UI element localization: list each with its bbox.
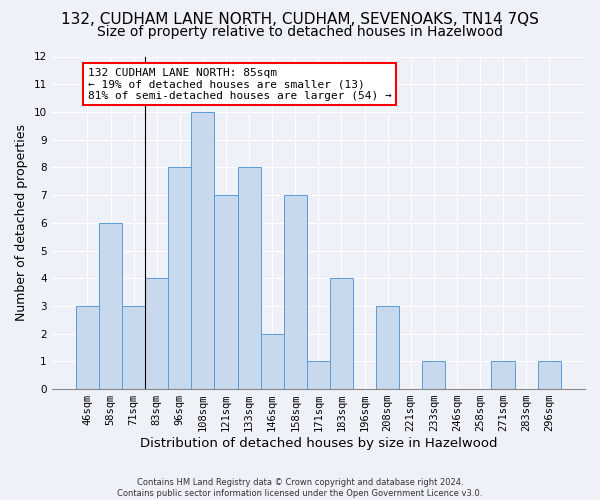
Bar [538, 362, 561, 389]
Text: Size of property relative to detached houses in Hazelwood: Size of property relative to detached ho… [97, 25, 503, 39]
Bar [238, 168, 260, 389]
Bar [422, 362, 445, 389]
Bar [168, 168, 191, 389]
Bar [491, 362, 515, 389]
Bar [122, 306, 145, 389]
Text: 132, CUDHAM LANE NORTH, CUDHAM, SEVENOAKS, TN14 7QS: 132, CUDHAM LANE NORTH, CUDHAM, SEVENOAK… [61, 12, 539, 28]
Bar [260, 334, 284, 389]
Text: 132 CUDHAM LANE NORTH: 85sqm
← 19% of detached houses are smaller (13)
81% of se: 132 CUDHAM LANE NORTH: 85sqm ← 19% of de… [88, 68, 391, 101]
Text: Contains HM Land Registry data © Crown copyright and database right 2024.
Contai: Contains HM Land Registry data © Crown c… [118, 478, 482, 498]
Bar [376, 306, 399, 389]
X-axis label: Distribution of detached houses by size in Hazelwood: Distribution of detached houses by size … [140, 437, 497, 450]
Bar [191, 112, 214, 389]
Bar [307, 362, 330, 389]
Y-axis label: Number of detached properties: Number of detached properties [15, 124, 28, 322]
Bar [99, 223, 122, 389]
Bar [284, 195, 307, 389]
Bar [214, 195, 238, 389]
Bar [330, 278, 353, 389]
Bar [76, 306, 99, 389]
Bar [145, 278, 168, 389]
